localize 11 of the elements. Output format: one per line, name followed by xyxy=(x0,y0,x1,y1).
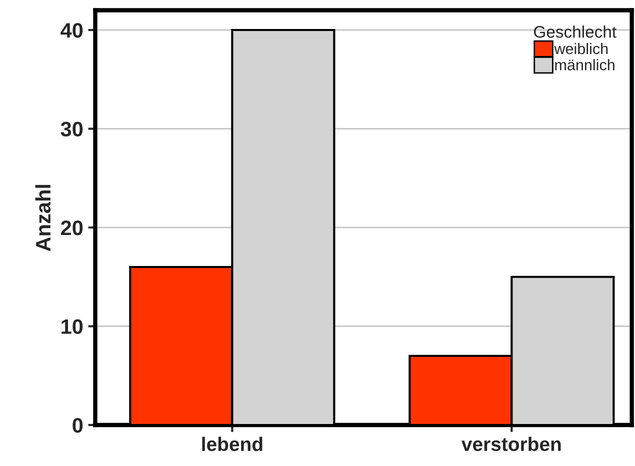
y-tick-label: 40 xyxy=(60,23,83,38)
legend-title: Geschlecht xyxy=(534,26,616,38)
y-axis-title: Anzahl xyxy=(35,184,51,252)
y-tick-label: 20 xyxy=(60,220,83,236)
legend-label: weiblich xyxy=(554,42,608,54)
x-tick-label: verstorben xyxy=(461,436,561,452)
legend-label: männlich xyxy=(555,59,614,70)
x-tick-label: lebend xyxy=(202,436,262,452)
y-tick-label: 0 xyxy=(72,418,83,433)
y-tick-label: 10 xyxy=(62,319,83,334)
y-tick-label: 30 xyxy=(60,122,83,137)
